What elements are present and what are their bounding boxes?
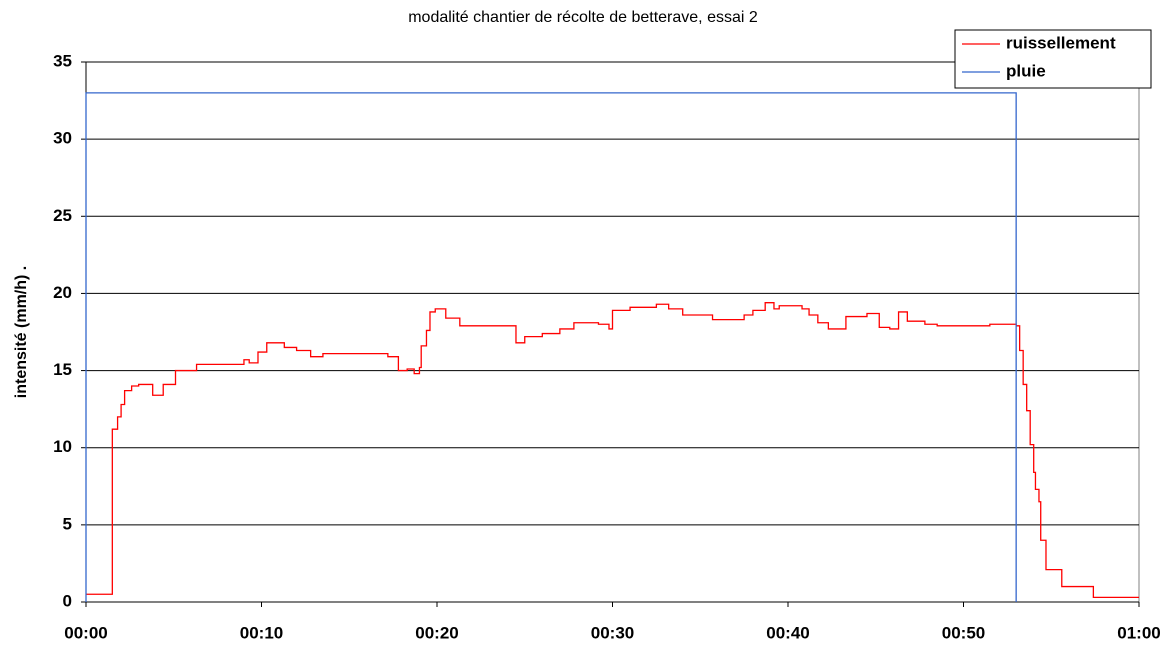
- x-tick-label: 00:20: [415, 623, 458, 642]
- y-axis-label: intensité (mm/h) .: [13, 266, 30, 398]
- x-tick-label: 00:40: [766, 623, 809, 642]
- y-tick-label: 25: [53, 206, 72, 225]
- y-tick-label: 5: [63, 514, 72, 533]
- x-tick-label: 00:00: [64, 623, 107, 642]
- chart-title: modalité chantier de récolte de betterav…: [408, 9, 758, 26]
- legend: ruissellement pluie: [954, 29, 1152, 89]
- x-tick-label: 00:50: [942, 623, 985, 642]
- plot-area: [85, 61, 1140, 603]
- legend-box: [954, 29, 1152, 89]
- y-tick-label: 15: [53, 360, 72, 379]
- x-tick-label: 01:00: [1117, 623, 1160, 642]
- y-tick-label: 0: [63, 591, 72, 610]
- legend-label: ruissellement: [1006, 33, 1116, 52]
- x-tick-label: 00:30: [591, 623, 634, 642]
- y-tick-label: 30: [53, 129, 72, 148]
- series-line: [86, 302, 1139, 599]
- y-tick-label: 35: [53, 51, 72, 70]
- legend-label: pluie: [1006, 61, 1046, 80]
- y-tick-label: 10: [53, 437, 72, 456]
- y-tick-label: 20: [53, 283, 72, 302]
- x-tick-label: 00:10: [240, 623, 283, 642]
- series-line: [85, 92, 1017, 602]
